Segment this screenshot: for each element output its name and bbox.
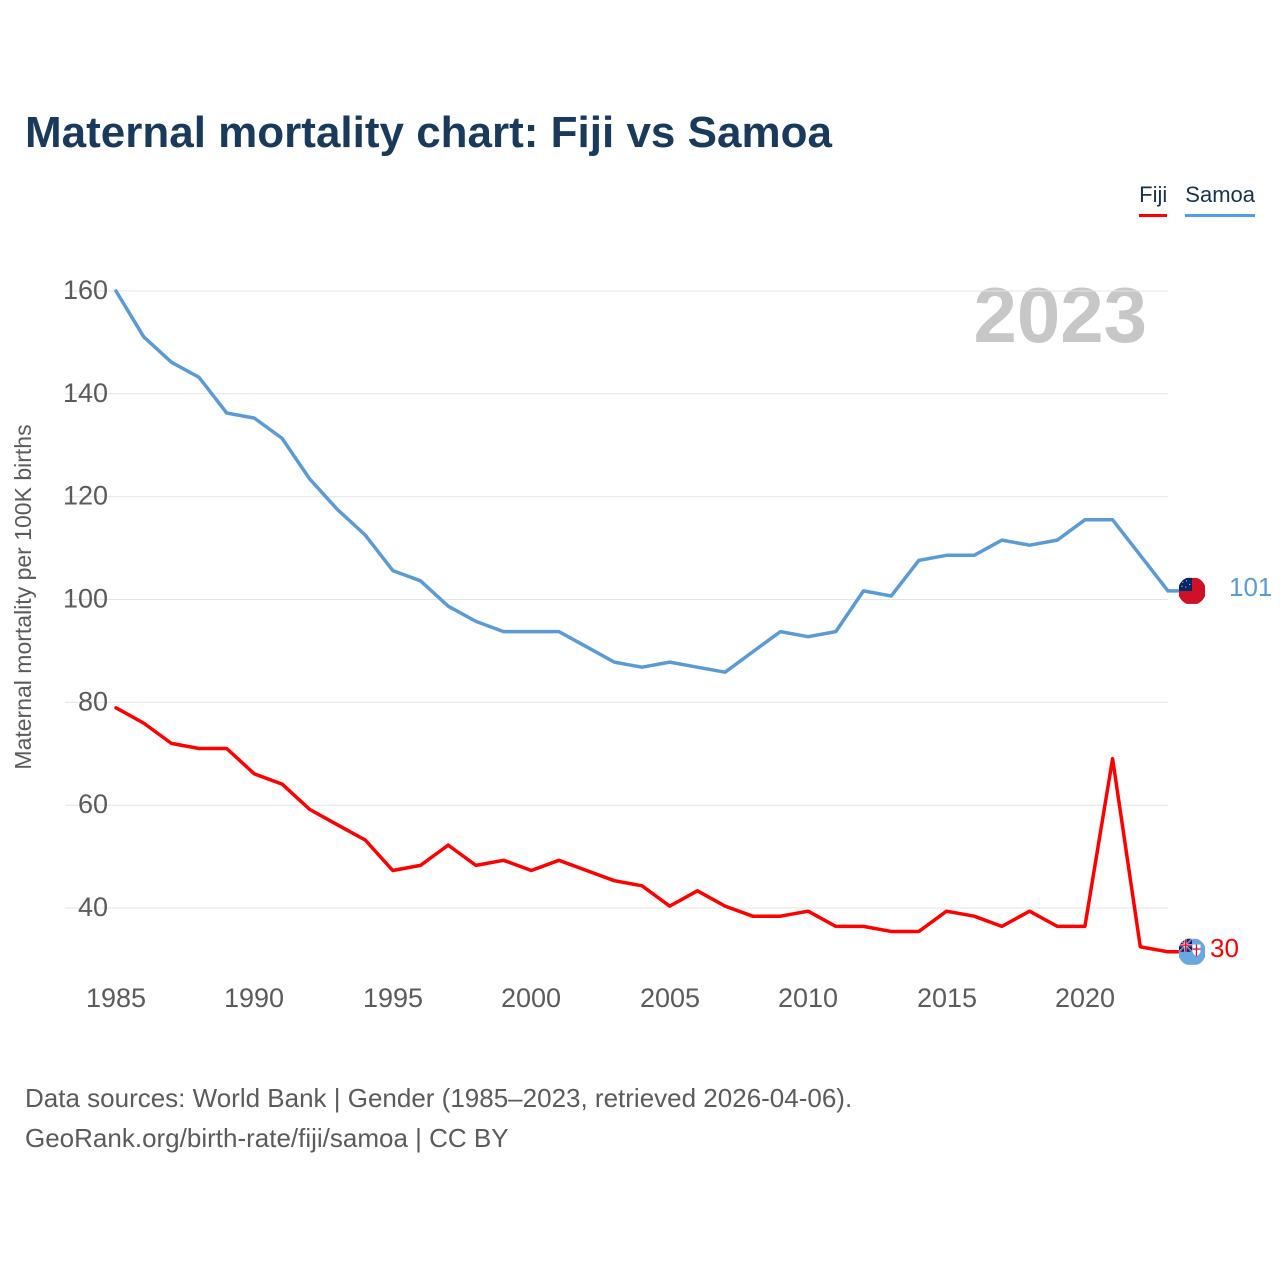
svg-text:120: 120 (63, 481, 108, 511)
svg-text:2005: 2005 (640, 983, 700, 1010)
svg-text:2000: 2000 (501, 983, 561, 1010)
svg-text:140: 140 (63, 378, 108, 408)
svg-text:100: 100 (63, 584, 108, 614)
svg-text:40: 40 (78, 892, 108, 922)
svg-text:60: 60 (78, 789, 108, 819)
svg-text:2010: 2010 (778, 983, 838, 1010)
svg-text:80: 80 (78, 686, 108, 716)
svg-text:160: 160 (63, 275, 108, 305)
svg-text:2015: 2015 (917, 983, 977, 1010)
svg-text:1995: 1995 (363, 983, 423, 1010)
svg-text:1985: 1985 (86, 983, 146, 1010)
svg-text:1990: 1990 (224, 983, 284, 1010)
svg-text:2020: 2020 (1055, 983, 1115, 1010)
